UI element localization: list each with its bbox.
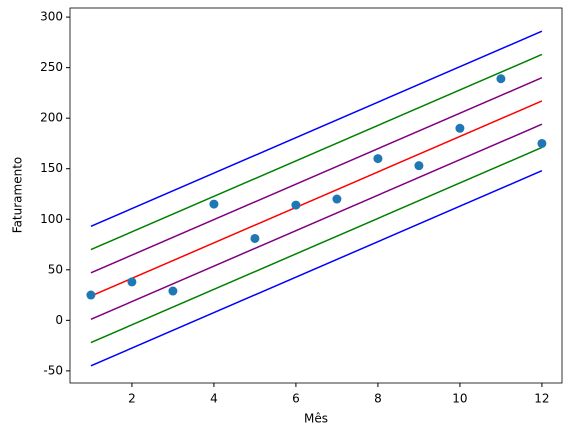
x-tick-label: 2 bbox=[128, 392, 136, 406]
y-tick-label: 150 bbox=[40, 161, 63, 175]
y-tick-label: 250 bbox=[40, 60, 63, 74]
plot-frame bbox=[69, 7, 563, 384]
scatter-point bbox=[291, 200, 301, 210]
x-tick-label: 6 bbox=[292, 392, 300, 406]
fit-line bbox=[90, 123, 543, 321]
x-tick-label: 8 bbox=[374, 392, 382, 406]
y-tick-label: 50 bbox=[48, 262, 63, 276]
fit-line bbox=[90, 77, 543, 274]
y-tick-label: 100 bbox=[40, 212, 63, 226]
y-tick-label: -50 bbox=[43, 363, 63, 377]
fit-line bbox=[90, 30, 543, 228]
fit-line bbox=[90, 170, 543, 367]
scatter-point bbox=[496, 74, 506, 84]
scatter-point bbox=[86, 290, 96, 300]
x-tick-label: 12 bbox=[534, 392, 549, 406]
scatter-point bbox=[332, 194, 342, 204]
scatter-point bbox=[373, 154, 383, 164]
scatter-point bbox=[455, 123, 465, 133]
scatter-point bbox=[537, 138, 547, 148]
x-tick-label: 4 bbox=[210, 392, 218, 406]
scatter-point bbox=[168, 286, 178, 296]
y-tick-label: 300 bbox=[40, 10, 63, 24]
y-tick-label: 200 bbox=[40, 111, 63, 125]
y-tick-label: 0 bbox=[55, 313, 63, 327]
scatter-point bbox=[414, 161, 424, 171]
fit-line bbox=[90, 146, 543, 344]
fit-line bbox=[90, 53, 543, 251]
scatter-point bbox=[209, 199, 219, 209]
x-tick-label: 10 bbox=[452, 392, 467, 406]
scatter-point bbox=[127, 277, 137, 287]
scatter-point bbox=[250, 233, 260, 243]
x-axis-label: Mês bbox=[304, 412, 328, 426]
fit-line bbox=[90, 100, 543, 297]
y-axis-label: Faturamento bbox=[11, 157, 25, 233]
